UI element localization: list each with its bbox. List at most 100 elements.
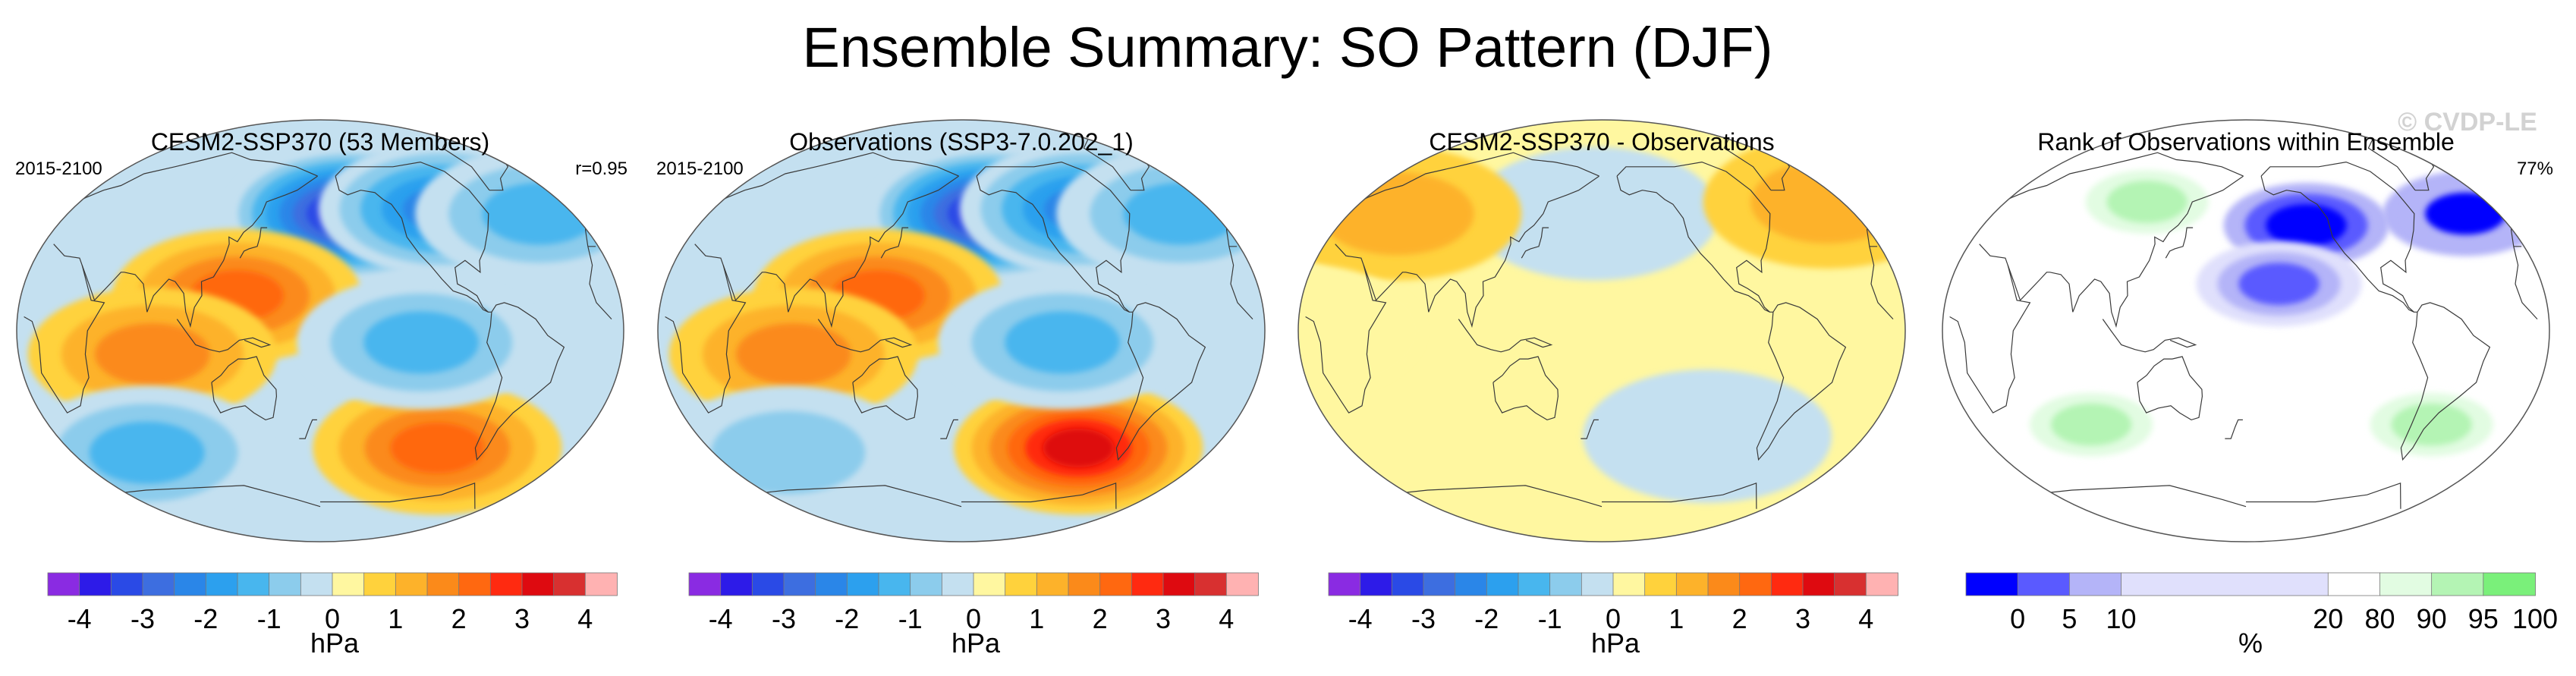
colorbar-swatch [47,572,80,596]
colorbar-swatch [1581,572,1614,596]
coastline [1756,302,1847,461]
map-panel: Observations (SSP3-7.0.202_1) 2015-2100 [656,119,1266,542]
colorbar-swatch [973,572,1006,596]
colorbar-swatch [110,572,143,596]
colorbar-tick-label: 2 [1093,603,1108,634]
colorbar-swatch [1360,572,1393,596]
colorbar-swatch [2379,572,2433,596]
coastlines [24,138,612,509]
colorbar-swatch [1770,572,1804,596]
colorbar-tick-label: 0 [2010,603,2025,634]
colorbar-swatch [426,572,460,596]
contour-region [1470,146,1719,281]
colorbar-rank: 0 5 10 20 80 90 95 100% [1965,572,2558,659]
colorbar-swatch [269,572,302,596]
map-outline [1297,119,1906,542]
colorbar-swatch [458,572,492,596]
colorbar-tick-label: 3 [1795,603,1810,634]
colorbar-hpa: -4 -3 -2 -1 0 1 2 3 4 hPa [47,572,618,659]
coastline [102,482,476,509]
colorbar-tick-label: 95 [2468,603,2499,634]
contour-region [2266,204,2347,247]
colorbar-swatch [1707,572,1741,596]
colorbar-swatch [237,572,270,596]
coastline [2137,356,2203,421]
coastline [2400,302,2491,461]
colorbar-swatch [395,572,428,596]
colorbar-tick-label: 0 [1606,603,1621,634]
colorbar-units: % [2238,627,2263,659]
contour-region [2051,403,2132,446]
panel-title: CESM2-SSP370 - Observations [1429,128,1774,156]
colorbar-swatch [2017,572,2071,596]
coastline [2225,419,2243,439]
coastline [880,227,909,259]
panel-period: 2015-2100 [656,159,744,179]
coastline [1616,175,1770,313]
coastline [2260,175,2414,313]
colorbar-swatch [300,572,333,596]
colorbar-swatch [521,572,555,596]
contour-region [2106,181,2188,223]
colorbar-tick-label: 2 [451,603,467,634]
coastline [1458,319,1553,353]
colorbar-swatch [1068,572,1101,596]
field-layer [663,142,1265,520]
colorbar-swatch [1834,572,1867,596]
colorbar-swatch [174,572,207,596]
colorbar-tick-label: -2 [1474,603,1499,634]
map-outline [1942,119,2550,542]
colorbar-units: hPa [310,627,360,659]
colorbar-tick-label: -4 [1348,603,1373,634]
colorbar-swatch [2121,572,2329,596]
colorbar-swatch [1965,572,2019,596]
colorbar-swatch [2483,572,2536,596]
coastline [335,161,492,313]
colorbar-tick-label: -3 [131,603,155,634]
coastline [24,244,612,413]
coastline [1383,482,1757,509]
coastline [976,175,1130,313]
colorbar-swatch [2431,572,2484,596]
colorbar-tick-label: 0 [325,603,340,634]
contour-region [2391,403,2472,446]
figure-title: Ensemble Summary: SO Pattern (DJF) [803,16,1773,79]
colorbar-tick-label: 4 [1219,603,1234,634]
contour-region [736,323,851,385]
colorbar-tick-label: -3 [772,603,796,634]
colorbar-tick-label: -1 [1538,603,1562,634]
colorbar-swatch [1162,572,1196,596]
coastline [2102,319,2197,353]
colorbar-swatch [1225,572,1259,596]
colorbar-swatch [751,572,785,596]
contour-region [95,323,210,385]
coastline [1492,356,1559,421]
contour-region [1043,428,1115,467]
colorbar-tick-label: 100 [2512,603,2558,634]
watermark: © CVDP-LE [2398,108,2537,137]
colorbar-swatch [1099,572,1133,596]
coastline [239,227,268,259]
coastline [1949,244,2538,413]
colorbar-tick-label: 3 [1156,603,1171,634]
contour-region [390,422,484,473]
coastline [1616,161,1773,313]
coastline [665,244,1253,413]
colorbar-swatch [205,572,238,596]
contour-region [1319,171,1474,256]
map-panel: CESM2-SSP370 - Observations [1297,119,1906,542]
coastline [940,419,958,439]
colorbar-swatch [1036,572,1069,596]
colorbar-tick-label: 5 [2062,603,2077,634]
colorbar-swatch [2068,572,2122,596]
contour-region [711,410,866,495]
coastline [722,175,959,329]
colorbar-hpa: -4 -3 -2 -1 0 1 2 3 4 hPa [688,572,1259,659]
colorbar-swatch [941,572,974,596]
colorbar-swatch [1131,572,1164,596]
coastline [299,419,317,439]
map-panel: CESM2-SSP370 (53 Members) 2015-2100 r=0.95 [15,119,627,542]
colorbar-swatch [553,572,587,596]
colorbar-tick-label: 4 [577,603,593,634]
colorbar-tick-label: -4 [709,603,733,634]
